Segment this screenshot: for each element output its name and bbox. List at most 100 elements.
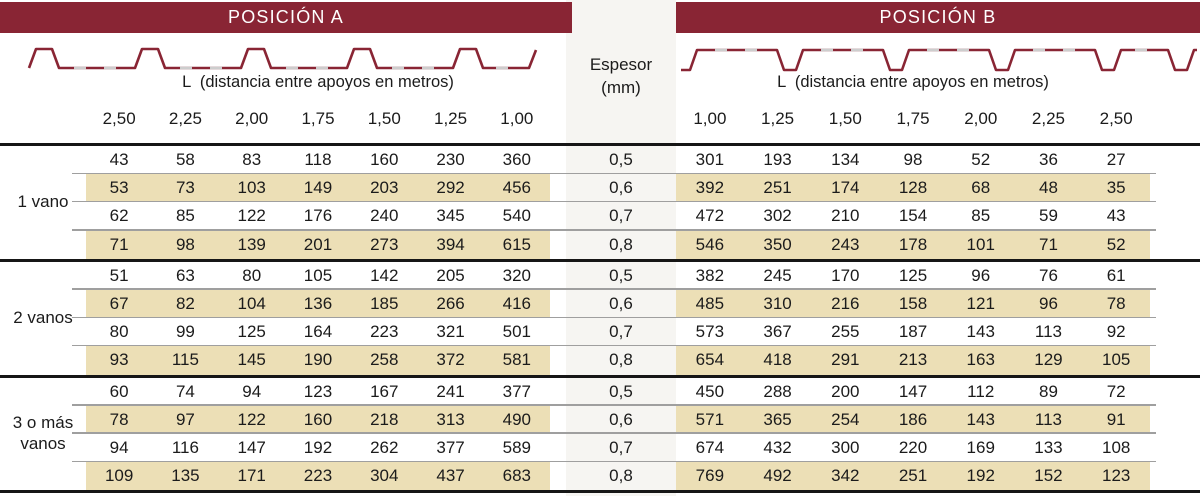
value-cell-a: 372 — [436, 350, 465, 370]
value-cell-b: 101 — [966, 234, 995, 254]
value-cell-a: 540 — [502, 206, 532, 226]
espesor-value-cell: 0,6 — [609, 294, 633, 314]
value-cell-a: 437 — [436, 466, 465, 486]
values-a: 53 73 103 149 203 292 456 — [86, 174, 550, 203]
value-cell-a: 258 — [370, 350, 399, 370]
table-row: 93 115 145 190 258 372 581 0,8 654 418 291 213 163 12… — [0, 344, 1200, 375]
value-cell-b: 251 — [898, 466, 928, 486]
value-cell-a: 176 — [303, 206, 333, 226]
value-cell-b: 213 — [898, 350, 928, 370]
value-cell-b: 170 — [831, 265, 860, 285]
row-group: 1 vano 43 58 83 118 160 230 360 0,5 301 193 134 98 52… — [0, 143, 1200, 259]
value-cell-b: 35 — [1106, 178, 1126, 198]
value-cell-a: 192 — [303, 437, 333, 457]
values-a: 62 85 122 176 240 345 540 — [86, 202, 550, 230]
values-a: 60 74 94 123 167 241 377 — [86, 378, 550, 406]
value-cell-b: 365 — [763, 409, 792, 429]
mid-gap — [550, 406, 566, 434]
value-cell-a: 201 — [303, 234, 333, 254]
espesor-value-cell: 0,7 — [609, 437, 633, 457]
right-spacer — [1150, 462, 1200, 490]
label-column-spacer — [0, 174, 86, 202]
values-b: 654 418 291 213 163 129 105 — [676, 346, 1150, 375]
row-group: 2 vanos 51 63 80 105 142 205 320 0,5 382 245 170 125… — [0, 258, 1200, 375]
value-cell-b: 121 — [966, 294, 995, 314]
mid-gap — [550, 462, 566, 490]
value-cell-a: 43 — [109, 150, 129, 170]
value-cell-a: 490 — [502, 409, 532, 429]
position-b-banner: POSICIÓN B — [676, 2, 1200, 33]
value-cell-a: 116 — [171, 437, 199, 457]
values-b: 485 310 216 158 121 96 78 — [676, 289, 1150, 319]
value-cell-a: 135 — [171, 466, 200, 486]
espesor-value-cell: 0,8 — [609, 466, 633, 486]
table-body: 1 vano 43 58 83 118 160 230 360 0,5 301 193 134 98 52… — [0, 143, 1200, 494]
label-column-spacer — [0, 462, 86, 490]
value-cell-a: 109 — [104, 466, 134, 486]
value-cell-a: 292 — [436, 178, 465, 198]
value-cell-a: 53 — [109, 178, 129, 198]
value-cell-a: 171 — [237, 466, 266, 486]
value-cell-b: 154 — [898, 206, 928, 226]
value-cell-a: 190 — [303, 350, 333, 370]
position-a-banner: POSICIÓN A — [0, 2, 572, 33]
right-spacer — [1150, 434, 1200, 462]
value-cell-b: 251 — [763, 178, 792, 198]
value-cell-b: 91 — [1106, 409, 1126, 429]
value-cell-b: 76 — [1038, 265, 1058, 285]
value-cell-b: 291 — [831, 350, 860, 370]
values-a: 43 58 83 118 160 230 360 — [86, 146, 550, 174]
span-value-a: 1,50 — [367, 109, 401, 128]
value-cell-a: 589 — [502, 437, 532, 457]
value-cell-a: 80 — [109, 322, 129, 342]
values-b: 450 288 200 147 112 89 72 — [676, 378, 1150, 406]
value-cell-b: 382 — [695, 265, 725, 285]
table-row: 109 135 171 223 304 437 683 0,8 769 492 342 251 192 1… — [0, 460, 1200, 491]
value-cell-b: 78 — [1106, 294, 1126, 314]
value-cell-b: 367 — [763, 322, 792, 342]
value-cell-a: 98 — [175, 234, 195, 254]
mid-gap — [550, 202, 566, 230]
value-cell-b: 158 — [898, 294, 928, 314]
row-group: 3 o más vanos 60 74 94 123 167 241 377 0,5 450 288… — [0, 374, 1200, 491]
mid-gap — [550, 262, 566, 290]
value-cell-b: 112 — [967, 381, 995, 401]
value-cell-b: 134 — [831, 150, 860, 170]
value-cell-a: 262 — [370, 437, 399, 457]
value-cell-b: 71 — [1038, 234, 1058, 254]
value-cell-a: 203 — [370, 178, 399, 198]
values-b: 674 432 300 220 169 133 108 — [676, 434, 1150, 462]
value-cell-b: 210 — [831, 206, 860, 226]
value-cell-b: 52 — [971, 150, 991, 170]
right-spacer — [1150, 290, 1200, 318]
value-cell-b: 68 — [971, 178, 991, 198]
value-cell-b: 129 — [1034, 350, 1063, 370]
value-cell-b: 169 — [966, 437, 995, 457]
value-cell-a: 394 — [436, 234, 465, 254]
value-cell-b: 105 — [1101, 350, 1131, 370]
value-cell-a: 78 — [109, 409, 129, 429]
value-cell-b: 301 — [695, 150, 725, 170]
value-cell-b: 27 — [1106, 150, 1126, 170]
label-column-spacer — [0, 202, 86, 230]
mid-gap — [550, 146, 566, 174]
value-cell-b: 654 — [695, 350, 725, 370]
value-cell-b: 143 — [966, 409, 995, 429]
value-cell-b: 255 — [831, 322, 860, 342]
value-cell-b: 89 — [1038, 381, 1058, 401]
right-spacer — [1150, 100, 1200, 138]
value-cell-b: 342 — [831, 466, 860, 486]
espesor-value-cell: 0,6 — [609, 178, 633, 198]
label-column-spacer — [0, 100, 86, 138]
position-b-title: POSICIÓN B — [879, 7, 997, 27]
value-cell-b: 220 — [898, 437, 928, 457]
value-cell-b: 143 — [966, 322, 995, 342]
value-cell-a: 115 — [171, 350, 199, 370]
value-cell-a: 118 — [304, 150, 332, 170]
label-column-spacer — [0, 262, 86, 290]
value-cell-a: 80 — [242, 265, 262, 285]
value-cell-a: 683 — [502, 466, 532, 486]
rib-profile-down-icon — [681, 48, 1197, 72]
value-cell-a: 149 — [303, 178, 333, 198]
